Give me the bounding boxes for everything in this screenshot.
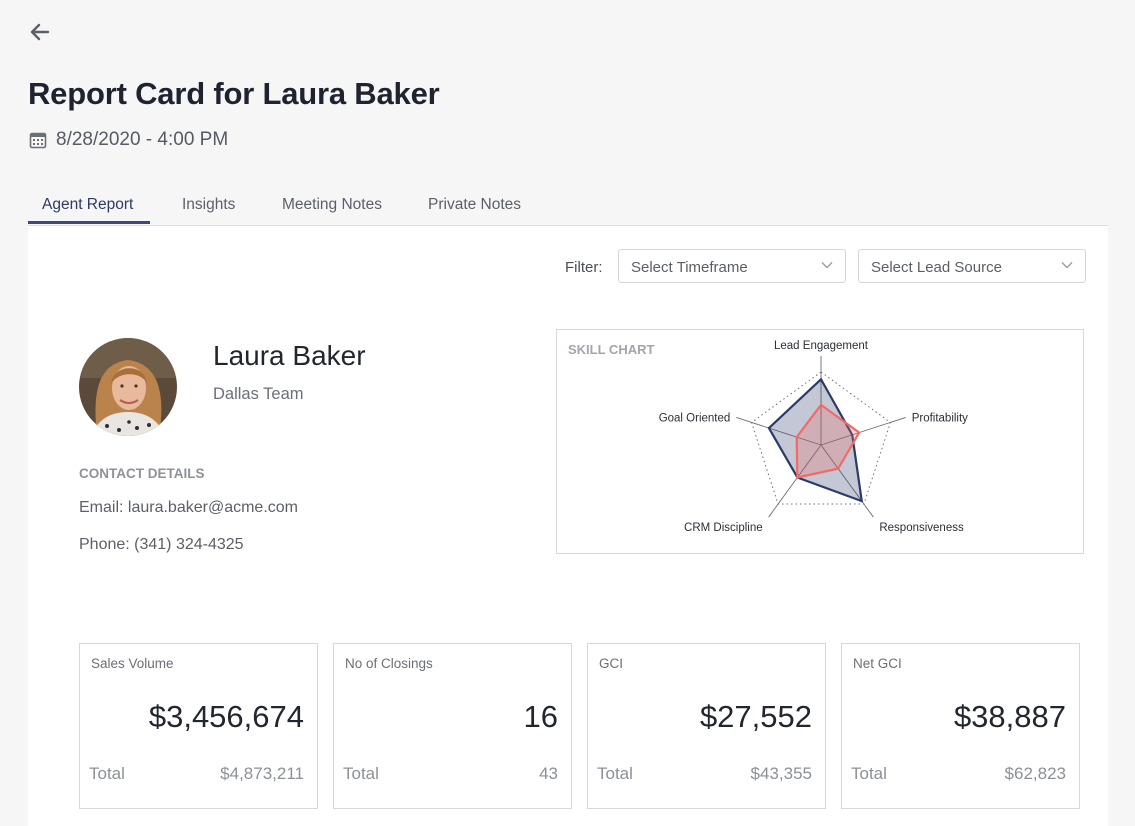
filter-label: Filter: <box>565 259 603 276</box>
contact-email: Email: laura.baker@acme.com <box>79 499 298 516</box>
metric-card-gci: GCI $27,552 Total $43,355 <box>587 643 826 809</box>
agent-report-panel: Filter: Select Timeframe Select Lead Sou… <box>28 226 1108 826</box>
agent-name: Laura Baker <box>213 340 366 371</box>
back-arrow-icon[interactable] <box>28 20 52 44</box>
radar-axis-label: Profitability <box>912 412 968 424</box>
skill-chart-title: SKILL CHART <box>568 342 655 357</box>
calendar-icon <box>29 132 47 149</box>
avatar <box>79 338 177 436</box>
tab-private-notes[interactable]: Private Notes <box>428 196 522 213</box>
metric-card-net-gci: Net GCI $38,887 Total $62,823 <box>841 643 1080 809</box>
tab-meeting-notes[interactable]: Meeting Notes <box>282 196 382 213</box>
contact-phone: Phone: (341) 324-4325 <box>79 536 244 553</box>
metric-total-label: Total <box>89 764 125 783</box>
metric-total-label: Total <box>851 764 887 783</box>
agent-team: Dallas Team <box>213 385 304 403</box>
radar-axis-label: Lead Engagement <box>774 340 869 352</box>
page-title: Report Card for Laura Baker <box>28 76 440 111</box>
metric-value: $3,456,674 <box>148 699 304 734</box>
metric-total-value: $43,355 <box>750 764 812 783</box>
metric-total-value: $62,823 <box>1004 764 1066 783</box>
chevron-down-icon <box>1061 262 1073 269</box>
radar-axis-line <box>820 444 874 518</box>
metric-card-closings: No of Closings 16 Total 43 <box>333 643 572 809</box>
radar-axis-line <box>768 444 822 518</box>
tab-insights[interactable]: Insights <box>182 196 236 213</box>
metric-total-value: 43 <box>539 764 558 783</box>
lead-source-select-text: Select Lead Source <box>871 259 1002 276</box>
metric-label: GCI <box>599 656 624 671</box>
metric-label: Sales Volume <box>91 656 174 671</box>
radar-series-1 <box>795 403 861 479</box>
metric-total-value: $4,873,211 <box>220 764 304 783</box>
radar-axis-label: CRM Discipline <box>684 522 763 534</box>
radar-axis-line <box>736 417 822 446</box>
contact-details-heading: CONTACT DETAILS <box>79 466 205 481</box>
radar-axis-label: Responsiveness <box>879 522 964 534</box>
radar-axis-line <box>820 417 906 446</box>
report-datetime: 8/28/2020 - 4:00 PM <box>29 129 228 151</box>
skill-radar-chart: Lead Engagement Profitability Responsivene… <box>659 340 969 534</box>
active-tab-indicator <box>28 221 150 224</box>
skill-chart: Lead Engagement Profitability Responsivene… <box>556 329 1084 554</box>
metric-value: $27,552 <box>699 699 812 734</box>
radar-series-0 <box>767 377 864 503</box>
timeframe-select-text: Select Timeframe <box>631 259 748 276</box>
metric-label: Net GCI <box>853 656 902 671</box>
radar-axis-label: Goal Oriented <box>659 412 731 424</box>
metric-card-sales-volume: Sales Volume $3,456,674 Total $4,873,211 <box>79 643 318 809</box>
metric-total-label: Total <box>597 764 633 783</box>
report-tabs: Agent Report Insights Meeting Notes Priv… <box>28 188 1108 226</box>
lead-source-select[interactable]: Select Lead Source <box>858 249 1086 283</box>
metric-total-label: Total <box>343 764 379 783</box>
metric-label: No of Closings <box>345 656 433 671</box>
timeframe-select[interactable]: Select Timeframe <box>618 249 846 283</box>
chevron-down-icon <box>821 262 833 269</box>
datetime-text: 8/28/2020 - 4:00 PM <box>56 129 229 150</box>
metric-value: $38,887 <box>953 699 1066 734</box>
metric-value: 16 <box>523 699 558 734</box>
tab-agent-report[interactable]: Agent Report <box>42 196 134 213</box>
